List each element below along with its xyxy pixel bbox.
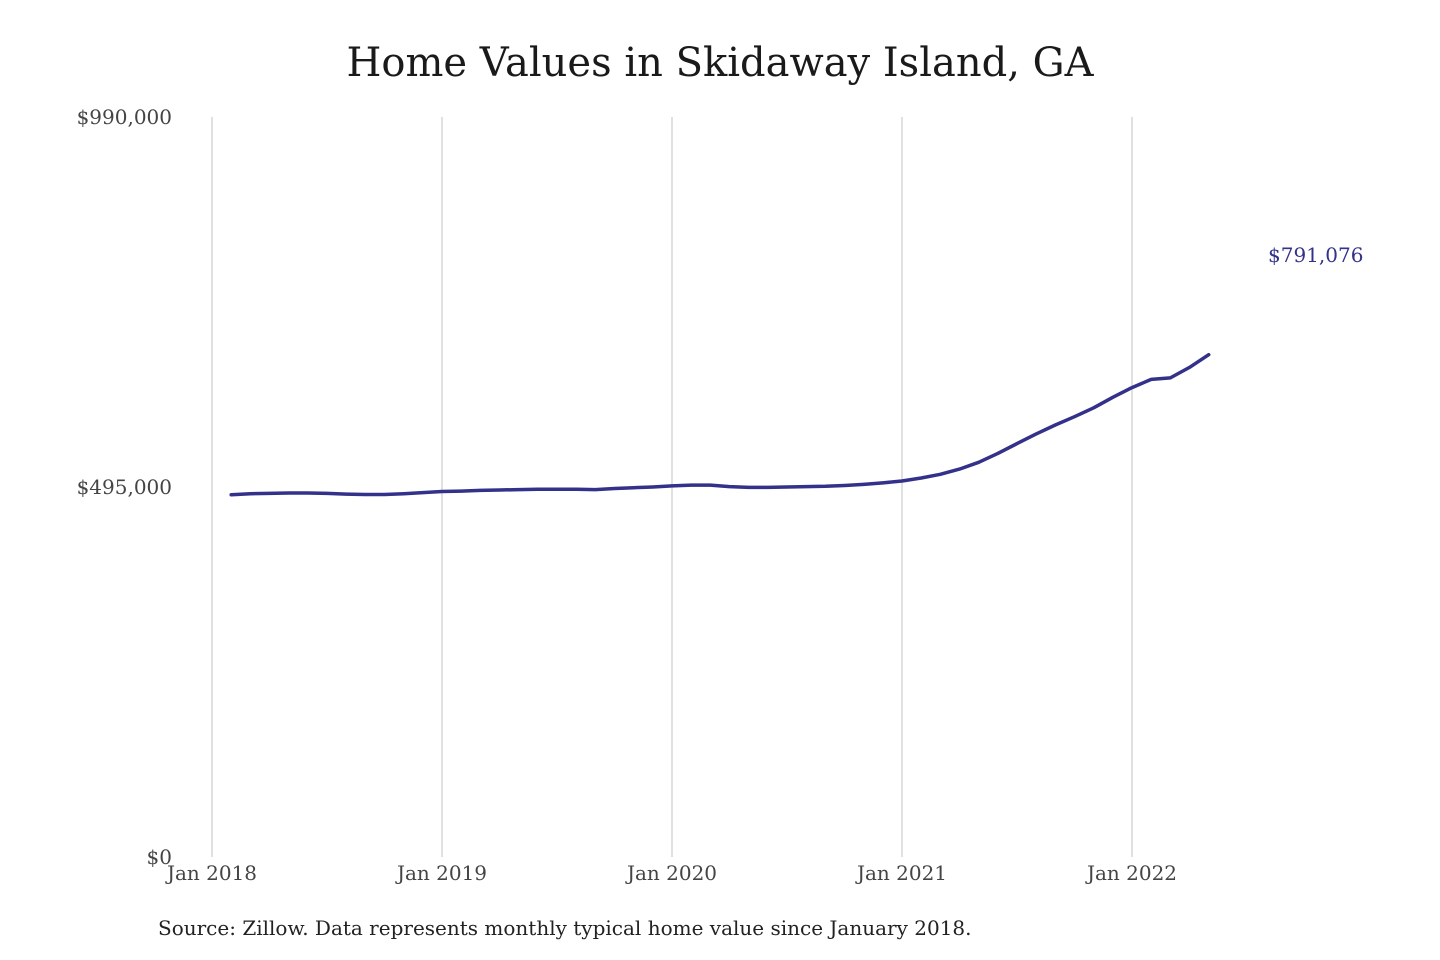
x-tick-label-2: Jan 2020 <box>625 861 717 885</box>
series-layer <box>229 352 1211 497</box>
series-line-0 <box>229 352 1211 497</box>
source-note: Source: Zillow. Data represents monthly … <box>158 916 972 940</box>
chart-title: Home Values in Skidaway Island, GA <box>346 40 1094 86</box>
end-value-label-layer: $791,076 <box>1268 243 1363 267</box>
x-tick-label-3: Jan 2021 <box>855 861 947 885</box>
y-tick-label-2: $990,000 <box>77 105 172 129</box>
y-tick-label-0: $0 <box>147 845 172 869</box>
x-tick-label-1: Jan 2019 <box>395 861 487 885</box>
end-value-label: $791,076 <box>1268 243 1363 267</box>
y-tick-label-1: $495,000 <box>77 475 172 499</box>
x-axis-tick-labels: Jan 2018 Jan 2019 Jan 2020 Jan 2021 Jan 2022 <box>165 861 1177 885</box>
y-axis-tick-labels: $0 $495,000 $990,000 <box>77 105 172 869</box>
x-tick-label-4: Jan 2022 <box>1085 861 1177 885</box>
x-tick-label-0: Jan 2018 <box>165 861 257 885</box>
